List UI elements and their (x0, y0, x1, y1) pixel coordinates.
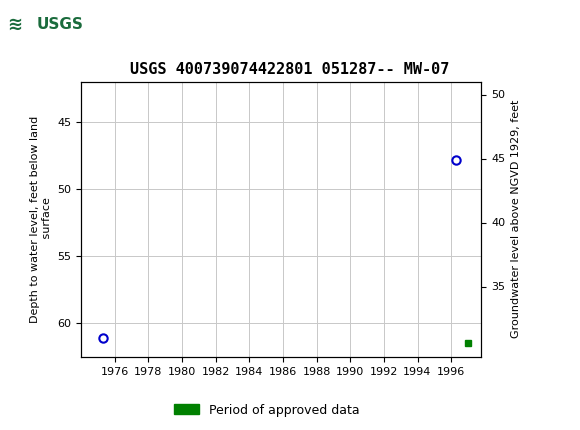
Y-axis label: Groundwater level above NGVD 1929, feet: Groundwater level above NGVD 1929, feet (511, 100, 521, 338)
FancyBboxPatch shape (5, 4, 80, 45)
Legend: Period of approved data: Period of approved data (169, 399, 365, 421)
Text: ≋: ≋ (8, 16, 23, 34)
Text: USGS: USGS (37, 17, 83, 32)
Y-axis label: Depth to water level, feet below land
 surface: Depth to water level, feet below land su… (30, 116, 52, 323)
Text: USGS 400739074422801 051287-- MW-07: USGS 400739074422801 051287-- MW-07 (130, 62, 450, 77)
